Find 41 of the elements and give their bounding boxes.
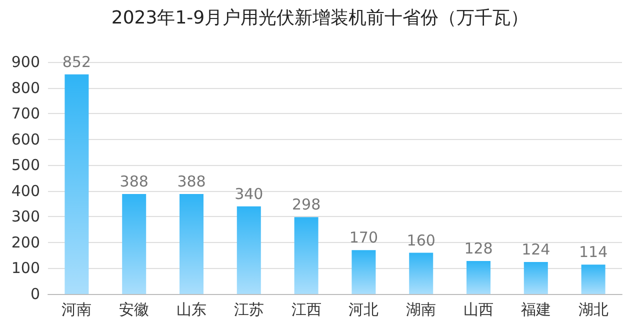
data-label: 128 [464, 240, 493, 258]
y-tick-label: 300 [11, 208, 40, 226]
x-tick-label: 山东 [176, 300, 206, 318]
y-tick-label: 500 [11, 156, 40, 174]
bar [122, 194, 146, 294]
x-tick-label: 安徽 [119, 300, 150, 318]
y-tick-label: 900 [11, 53, 40, 71]
data-label: 298 [292, 196, 321, 214]
bar [352, 250, 376, 294]
y-tick-label: 200 [11, 233, 40, 252]
y-tick-label: 600 [11, 130, 40, 148]
y-tick-label: 700 [11, 104, 40, 123]
y-tick-label: 800 [11, 78, 40, 97]
x-tick-label: 江西 [291, 300, 322, 318]
bar [409, 252, 434, 294]
y-tick-label: 0 [30, 285, 40, 303]
data-label: 340 [234, 184, 264, 203]
data-label: 124 [522, 240, 550, 259]
bar [524, 262, 548, 294]
x-tick-label: 江苏 [234, 300, 264, 318]
data-label: 160 [406, 231, 436, 250]
bar [466, 261, 490, 294]
data-label: 388 [177, 172, 206, 190]
data-label: 852 [62, 52, 92, 71]
data-label: 114 [578, 243, 608, 262]
bar [180, 194, 204, 294]
x-tick-label: 山西 [464, 300, 494, 318]
bar [581, 264, 606, 294]
data-label: 388 [120, 172, 148, 190]
x-tick-label: 河北 [348, 300, 379, 318]
x-tick-label: 湖北 [578, 300, 608, 318]
y-tick-label: 400 [11, 182, 40, 200]
x-tick-label: 湖南 [406, 300, 436, 318]
chart-title: 2023年1-9月户用光伏新增装机前十省份（万千瓦） [111, 8, 529, 28]
bar [64, 74, 89, 294]
bar [236, 206, 261, 294]
x-tick-label: 福建 [520, 300, 551, 318]
x-tick-label: 河南 [62, 300, 92, 318]
data-label: 170 [349, 228, 378, 247]
bar [294, 217, 318, 294]
y-tick-label: 100 [11, 259, 40, 278]
